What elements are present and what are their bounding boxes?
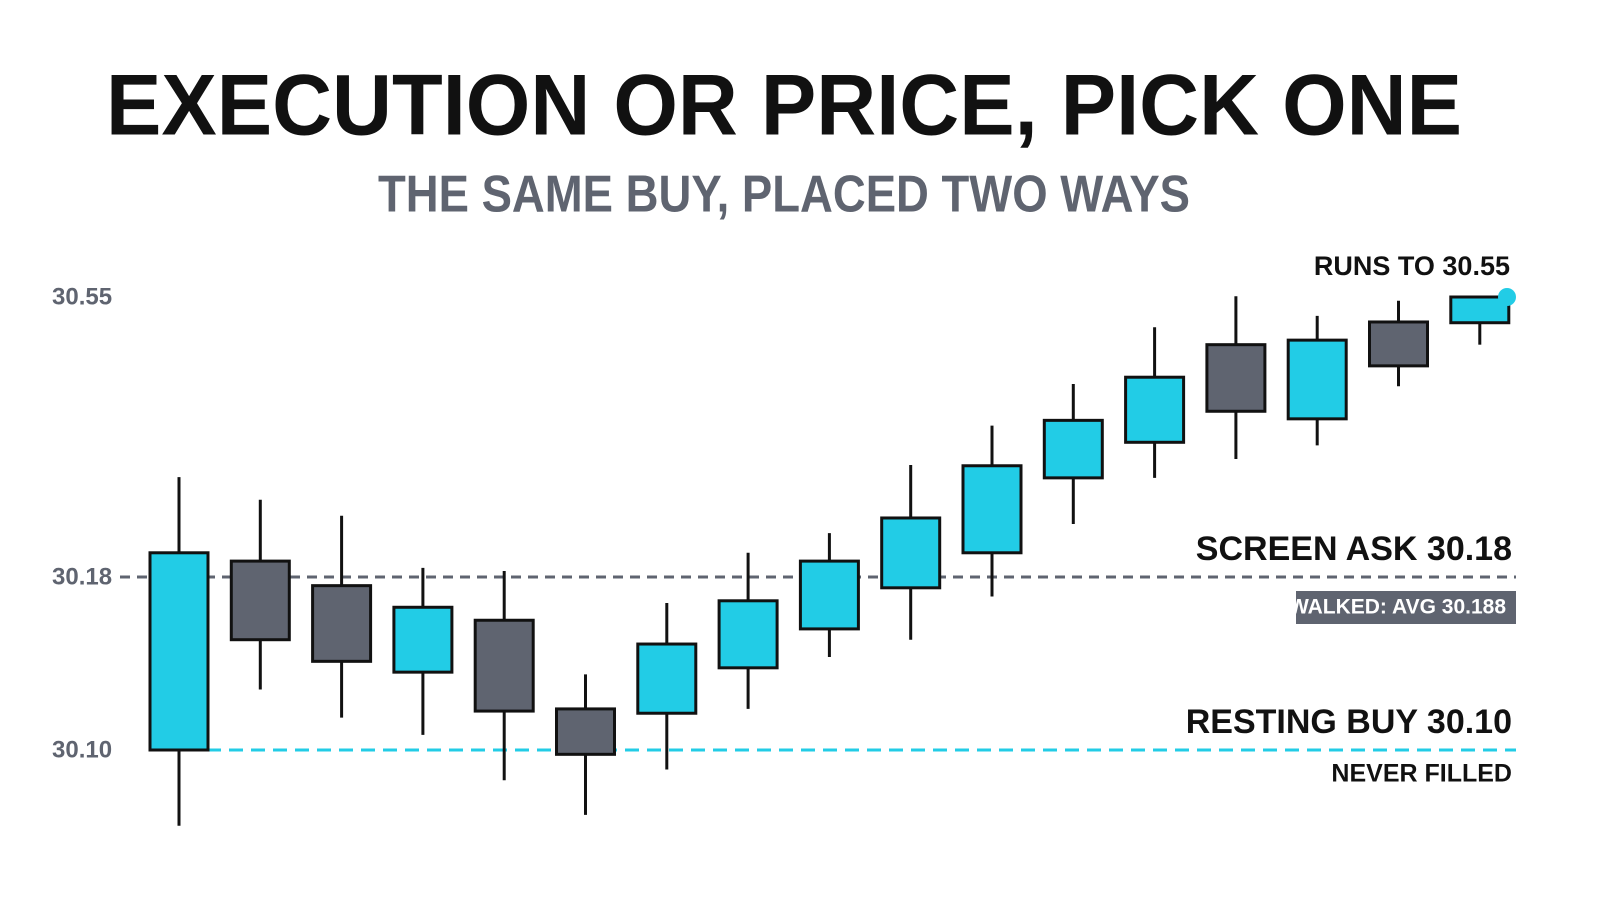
- y-tick-label: 30.55: [52, 283, 112, 310]
- candle-body: [961, 464, 1023, 555]
- candle-body: [311, 584, 373, 663]
- candle-body: [636, 642, 698, 715]
- candle-body: [473, 618, 535, 713]
- y-tick-label: 30.10: [52, 736, 112, 763]
- reference-label: SCREEN ASK 30.18: [1196, 530, 1512, 568]
- y-tick-label: 30.18: [52, 563, 112, 590]
- annotation-label: RUNS TO 30.55: [1314, 251, 1510, 281]
- candle-body: [1042, 418, 1104, 480]
- candle-body: [392, 605, 454, 674]
- reference-note: WALKED: AVG 30.188: [1289, 596, 1506, 619]
- candle-body: [1368, 320, 1429, 368]
- candle-body: [798, 559, 860, 631]
- chart-title: EXECUTION OR PRICE, PICK ONE: [106, 58, 1462, 154]
- candle-body: [1205, 343, 1267, 413]
- candle-body: [717, 599, 779, 670]
- chart-subtitle: THE SAME BUY, PLACED TWO WAYS: [378, 166, 1190, 224]
- candle-body: [1286, 338, 1348, 421]
- annotation-dot: [1498, 288, 1516, 306]
- candle-body: [1124, 375, 1186, 444]
- note-box: [1296, 591, 1516, 624]
- candle-body: [148, 551, 210, 752]
- reference-note: NEVER FILLED: [1331, 760, 1512, 788]
- candle-body: [555, 707, 616, 756]
- candle-body: [229, 559, 291, 642]
- reference-label: RESTING BUY 30.10: [1186, 703, 1512, 741]
- candle-body: [880, 516, 942, 590]
